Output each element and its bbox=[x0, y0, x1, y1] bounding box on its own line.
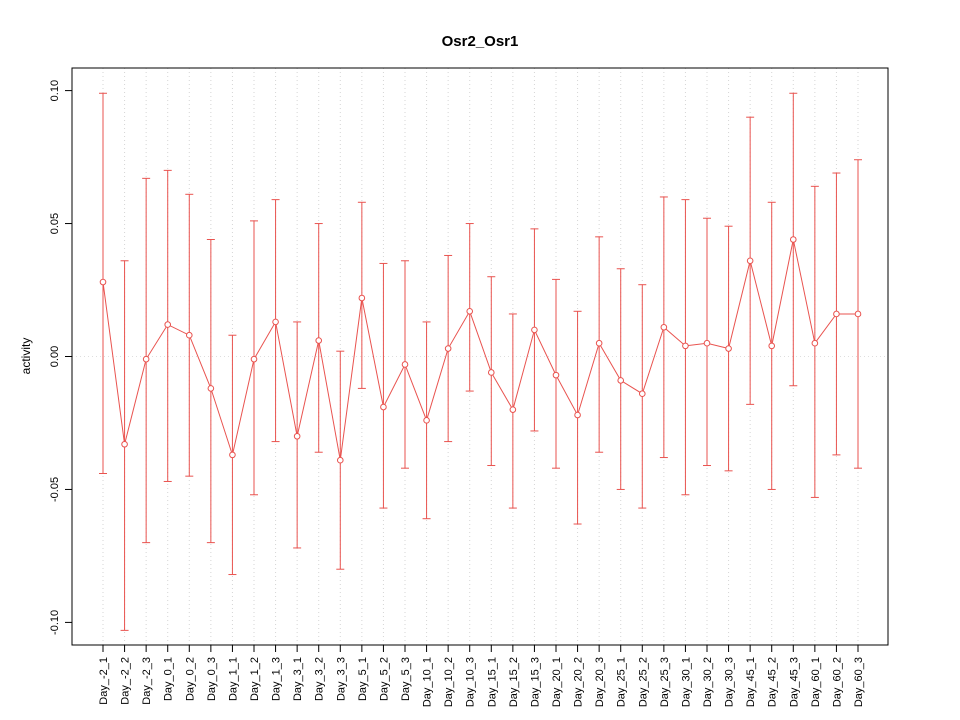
x-tick-label: Day_1_3 bbox=[271, 657, 283, 701]
data-point bbox=[725, 345, 732, 352]
data-point bbox=[682, 342, 689, 350]
data-point bbox=[336, 456, 344, 464]
data-point bbox=[401, 361, 409, 368]
x-tick-label: Day_10_2 bbox=[443, 657, 455, 707]
data-point bbox=[99, 278, 107, 286]
data-point bbox=[789, 236, 797, 243]
data-point bbox=[746, 257, 754, 265]
data-point bbox=[250, 355, 258, 363]
data-point bbox=[703, 339, 711, 347]
x-tick-label: Day_5_3 bbox=[400, 657, 412, 701]
data-point bbox=[142, 355, 150, 363]
x-tick-label: Day_3_2 bbox=[314, 657, 326, 701]
y-tick-label: -0.05 bbox=[49, 477, 61, 502]
chart-title: Osr2_Osr1 bbox=[442, 33, 519, 50]
x-tick-label: Day_60_3 bbox=[853, 657, 865, 707]
x-tick-label: Day_10_1 bbox=[422, 657, 434, 707]
data-point bbox=[423, 417, 430, 424]
series-line bbox=[102, 239, 858, 461]
data-point bbox=[466, 307, 474, 315]
x-tick-label: Day_60_2 bbox=[831, 657, 843, 707]
x-tick-label: Day_20_3 bbox=[594, 657, 606, 707]
x-tick-label: Day_20_2 bbox=[573, 657, 585, 707]
x-tick-label: Day_25_3 bbox=[659, 657, 671, 707]
x-tick-label: Day_0_2 bbox=[184, 657, 196, 701]
x-tick-label: Day_25_2 bbox=[637, 657, 649, 707]
x-tick-label: Day_0_3 bbox=[206, 657, 218, 701]
data-point bbox=[164, 321, 172, 328]
x-tick-label: Day_0_1 bbox=[163, 657, 175, 701]
x-tick-label: Day_30_3 bbox=[724, 657, 736, 707]
x-tick-label: Day_25_1 bbox=[616, 657, 628, 707]
data-point bbox=[121, 440, 128, 448]
y-tick-label: 0.05 bbox=[49, 213, 61, 234]
y-tick-label: -0.10 bbox=[49, 610, 61, 635]
data-point bbox=[811, 339, 819, 347]
data-point bbox=[768, 342, 776, 350]
data-point bbox=[833, 310, 840, 318]
data-point bbox=[380, 403, 387, 411]
x-tick-label: Day_1_1 bbox=[227, 657, 239, 701]
x-tick-label: Day_-2_2 bbox=[120, 657, 132, 705]
data-point bbox=[293, 432, 301, 440]
y-tick-label: 0.00 bbox=[49, 346, 61, 367]
data-point bbox=[660, 323, 668, 331]
data-point bbox=[531, 326, 538, 334]
x-tick-label: Day_15_3 bbox=[529, 657, 541, 707]
data-point bbox=[509, 406, 517, 413]
data-point bbox=[444, 345, 452, 352]
y-axis-label: activity bbox=[19, 338, 33, 375]
data-point bbox=[358, 294, 366, 302]
data-point bbox=[595, 339, 603, 347]
x-tick-label: Day_45_1 bbox=[745, 657, 757, 707]
data-point bbox=[552, 371, 560, 379]
x-tick-label: Day_20_1 bbox=[551, 657, 563, 707]
x-tick-label: Day_-2_3 bbox=[141, 657, 153, 705]
x-tick-label: Day_15_1 bbox=[486, 657, 498, 707]
x-tick-label: Day_5_1 bbox=[357, 657, 369, 701]
x-tick-label: Day_30_1 bbox=[680, 657, 692, 707]
data-point bbox=[638, 390, 646, 398]
x-tick-label: Day_-2_1 bbox=[98, 657, 110, 705]
x-tick-label: Day_10_3 bbox=[465, 657, 477, 707]
x-tick-label: Day_3_3 bbox=[335, 657, 347, 701]
data-point bbox=[854, 310, 862, 318]
data-point bbox=[617, 377, 625, 384]
plot-area: -0.10 -0.05 0.00 0.05 0.10 Day_-2_1 Day_-2_2 Da… bbox=[49, 67, 889, 707]
data-point bbox=[229, 451, 236, 459]
x-tick-label: Day_60_1 bbox=[810, 657, 822, 707]
data-point bbox=[272, 318, 279, 326]
x-tick-label: Day_45_3 bbox=[788, 657, 800, 707]
y-tick-label: 0.10 bbox=[49, 80, 61, 101]
data-point bbox=[487, 369, 495, 376]
data-point bbox=[574, 411, 581, 419]
x-tick-label: Day_3_1 bbox=[292, 657, 304, 701]
x-tick-label: Day_30_2 bbox=[702, 657, 714, 707]
data-point bbox=[315, 337, 323, 344]
x-tick-label: Day_15_2 bbox=[508, 657, 520, 707]
x-tick-label: Day_5_2 bbox=[378, 657, 390, 701]
data-point bbox=[207, 385, 215, 392]
data-point bbox=[185, 331, 193, 339]
x-tick-label: Day_45_2 bbox=[767, 657, 779, 707]
x-tick-label: Day_1_2 bbox=[249, 657, 261, 701]
